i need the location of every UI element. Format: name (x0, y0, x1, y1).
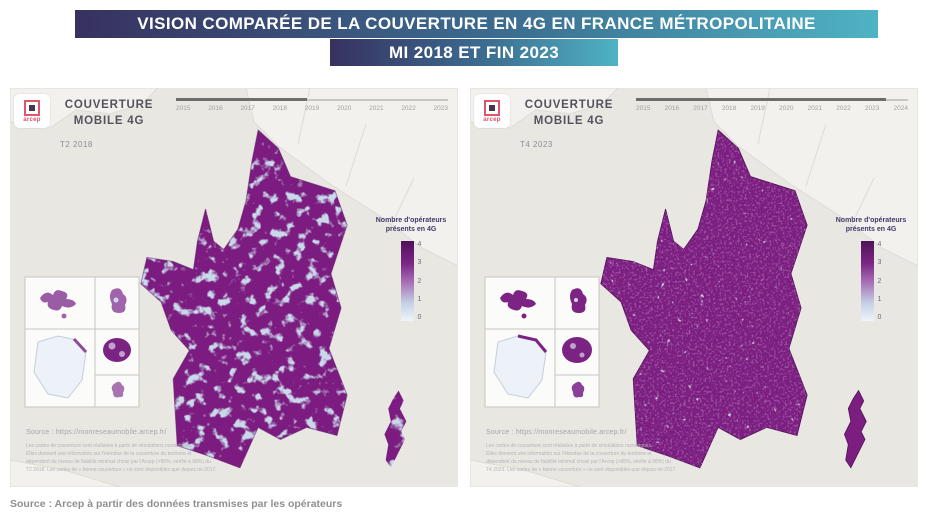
timeline-year[interactable]: 2018 (272, 104, 288, 112)
timeline-year[interactable]: 2021 (369, 104, 384, 112)
map-app-title-line1: COUVERTURE (64, 99, 154, 111)
legend-tick: 0 (877, 314, 882, 322)
map-source-link[interactable]: Source : https://monreseaumobile.arcep.f… (486, 429, 627, 436)
arcep-logo-label: arcep (483, 116, 501, 123)
timeline-year[interactable]: 2020 (779, 104, 794, 112)
slider-track[interactable] (176, 98, 448, 102)
period-label: T2 2018 (60, 140, 93, 149)
timeline-year[interactable]: 2019 (750, 104, 765, 112)
corsica-shape (384, 390, 407, 468)
arcep-logo-label: arcep (23, 116, 41, 123)
map-sources: Source : https://monreseaumobile.arcep.f… (486, 429, 701, 474)
arcep-logo[interactable]: arcep (14, 94, 50, 128)
timeline-year[interactable]: 2022 (401, 104, 416, 112)
legend-tick: 2 (877, 277, 882, 285)
map-disclaimer: Les cartes de couverture sont réalisées … (486, 442, 701, 474)
legend-tick: 3 (417, 259, 422, 267)
coverage-high-layer (140, 130, 348, 468)
legend-tick: 0 (417, 314, 422, 322)
arcep-logo[interactable]: arcep (474, 94, 510, 128)
legend-title-line1: Nombre d'opérateurs (375, 217, 447, 224)
disclaimer-line: Elles donnent une information sur l'éten… (26, 451, 192, 457)
arcep-logo-icon (484, 99, 500, 116)
overseas-insets (484, 276, 600, 408)
page-title-line1: VISION COMPARÉE DE LA COUVERTURE EN 4G E… (75, 10, 878, 38)
map-panel-2018: arcep COUVERTURE MOBILE 4G 2015 2016 2017 2… (10, 88, 458, 487)
timeline-year[interactable]: 2017 (693, 104, 708, 112)
slider-active-range[interactable] (636, 98, 887, 102)
timeline-year[interactable]: 2020 (336, 104, 352, 112)
year-slider[interactable]: 2015 2016 2017 2018 2019 2020 2021 2022 2023 2024 (636, 98, 908, 112)
disclaimer-line: Elles donnent une information sur l'éten… (486, 451, 652, 457)
arcep-logo-icon (24, 99, 40, 116)
slider-track[interactable] (636, 98, 908, 102)
legend-gradient-bar (860, 241, 874, 322)
disclaimer-line: T4 2023. Les cartes de « bonne couvertur… (486, 467, 677, 473)
coverage-legend: Nombre d'opérateurs présents en 4G 4 3 2 1 0 (368, 216, 454, 322)
timeline-year[interactable]: 2021 (807, 104, 823, 112)
france-outline (140, 129, 348, 469)
legend-tick: 4 (417, 241, 422, 249)
slider-year-labels: 2015 2016 2017 2018 2019 2020 2021 2022 2023 (176, 105, 448, 112)
map-panel-2023: arcep COUVERTURE MOBILE 4G 2015 2016 2017 2… (470, 88, 918, 487)
map-app-title: COUVERTURE MOBILE 4G (508, 97, 630, 129)
disclaimer-line: dépendent du niveau de fiabilité minimal… (26, 459, 211, 465)
map-app-title-line1: COUVERTURE (524, 99, 614, 111)
legend-tick: 1 (877, 295, 882, 303)
france-coverage-map-2023[interactable] (470, 88, 918, 487)
map-disclaimer: Les cartes de couverture sont réalisées … (26, 442, 241, 474)
disclaimer-line: Les cartes de couverture sont réalisées … (486, 443, 653, 449)
france-mainland-shape (140, 129, 348, 469)
corsica-shape (844, 389, 867, 469)
timeline-year[interactable]: 2022 (836, 104, 851, 112)
legend-title-line2: présents en 4G (845, 226, 897, 234)
map-app-title-line2: MOBILE 4G (533, 115, 605, 128)
slider-year-labels: 2015 2016 2017 2018 2019 2020 2021 2022 2023 2024 (636, 105, 908, 112)
timeline-year[interactable]: 2016 (208, 104, 223, 112)
disclaimer-line: dépendent du niveau de fiabilité minimal… (486, 459, 671, 465)
overseas-insets (24, 276, 140, 408)
timeline-year[interactable]: 2019 (304, 104, 320, 112)
legend-title: Nombre d'opérateurs présents en 4G (368, 216, 454, 234)
timeline-year[interactable]: 2017 (240, 104, 255, 112)
timeline-year[interactable]: 2023 (433, 104, 448, 112)
legend-tick: 1 (417, 295, 422, 303)
timeline-year[interactable]: 2015 (176, 104, 191, 112)
legend-tick-labels: 4 3 2 1 0 (418, 241, 422, 321)
coverage-gap-speckles (600, 130, 808, 468)
period-label: T4 2023 (520, 140, 553, 149)
map-app-title-line2: MOBILE 4G (73, 115, 145, 128)
timeline-year[interactable]: 2023 (864, 104, 880, 112)
page-title-line2: MI 2018 ET FIN 2023 (330, 39, 618, 66)
legend-title-line1: Nombre d'opérateurs (835, 217, 907, 224)
map-app-title: COUVERTURE MOBILE 4G (48, 97, 170, 129)
france-mainland-shape (600, 129, 808, 469)
coverage-legend: Nombre d'opérateurs présents en 4G 4 3 2 1 0 (828, 216, 914, 322)
timeline-year[interactable]: 2016 (664, 104, 680, 112)
legend-title-line2: présents en 4G (385, 226, 437, 234)
year-slider[interactable]: 2015 2016 2017 2018 2019 2020 2021 2022 2023 (176, 98, 448, 112)
legend-title: Nombre d'opérateurs présents en 4G (828, 216, 914, 234)
france-coverage-map-2018[interactable] (10, 88, 458, 487)
legend-tick: 4 (877, 241, 882, 249)
map-sources: Source : https://monreseaumobile.arcep.f… (26, 429, 241, 474)
figure-source-caption: Source : Arcep à partir des données tran… (10, 498, 343, 510)
disclaimer-line: Les cartes de couverture sont réalisées … (26, 443, 193, 449)
disclaimer-line: T2 2018. Les cartes de « bonne couvertur… (26, 467, 217, 473)
timeline-year[interactable]: 2024 (893, 104, 908, 112)
slider-active-range[interactable] (176, 98, 307, 102)
legend-gradient-bar (400, 241, 414, 322)
timeline-year[interactable]: 2018 (721, 104, 737, 112)
legend-tick: 3 (877, 259, 882, 267)
timeline-year[interactable]: 2015 (636, 104, 651, 112)
legend-tick-labels: 4 3 2 1 0 (878, 241, 882, 321)
legend-tick: 2 (417, 277, 422, 285)
map-source-link[interactable]: Source : https://monreseaumobile.arcep.f… (26, 429, 167, 436)
